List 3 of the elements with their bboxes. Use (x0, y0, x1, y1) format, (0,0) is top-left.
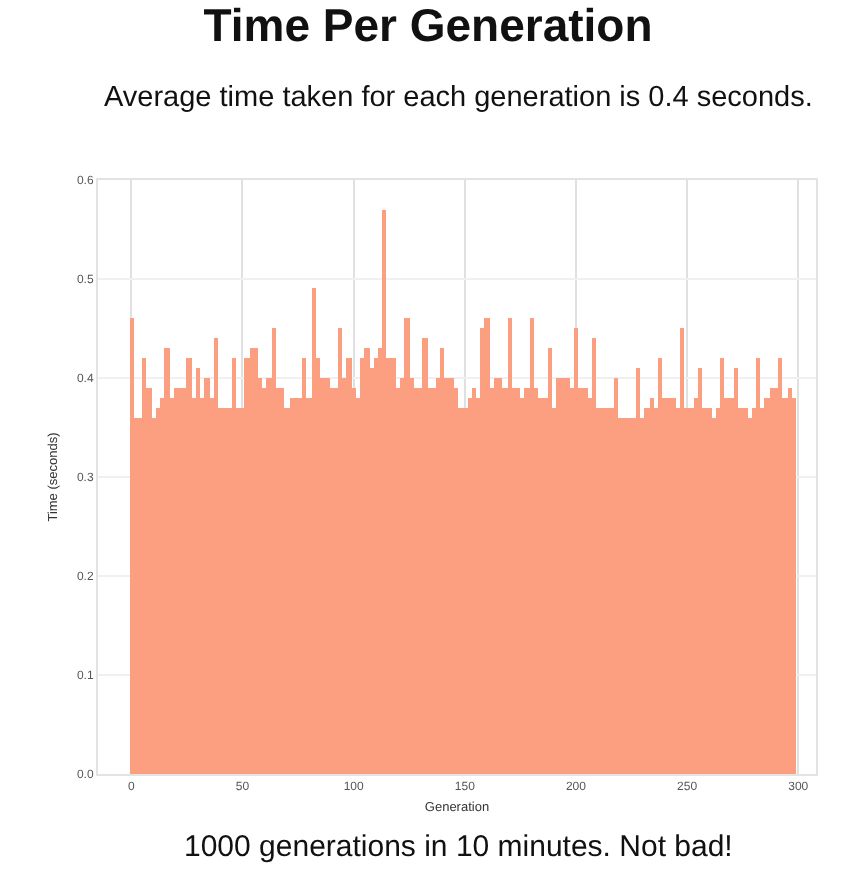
chart-subtitle: Average time taken for each generation is 0.4 seconds. (104, 82, 813, 114)
chart-title: Time Per Generation (203, 0, 653, 51)
text: 1000 generations in 10 minutes. Not bad! (184, 830, 733, 864)
